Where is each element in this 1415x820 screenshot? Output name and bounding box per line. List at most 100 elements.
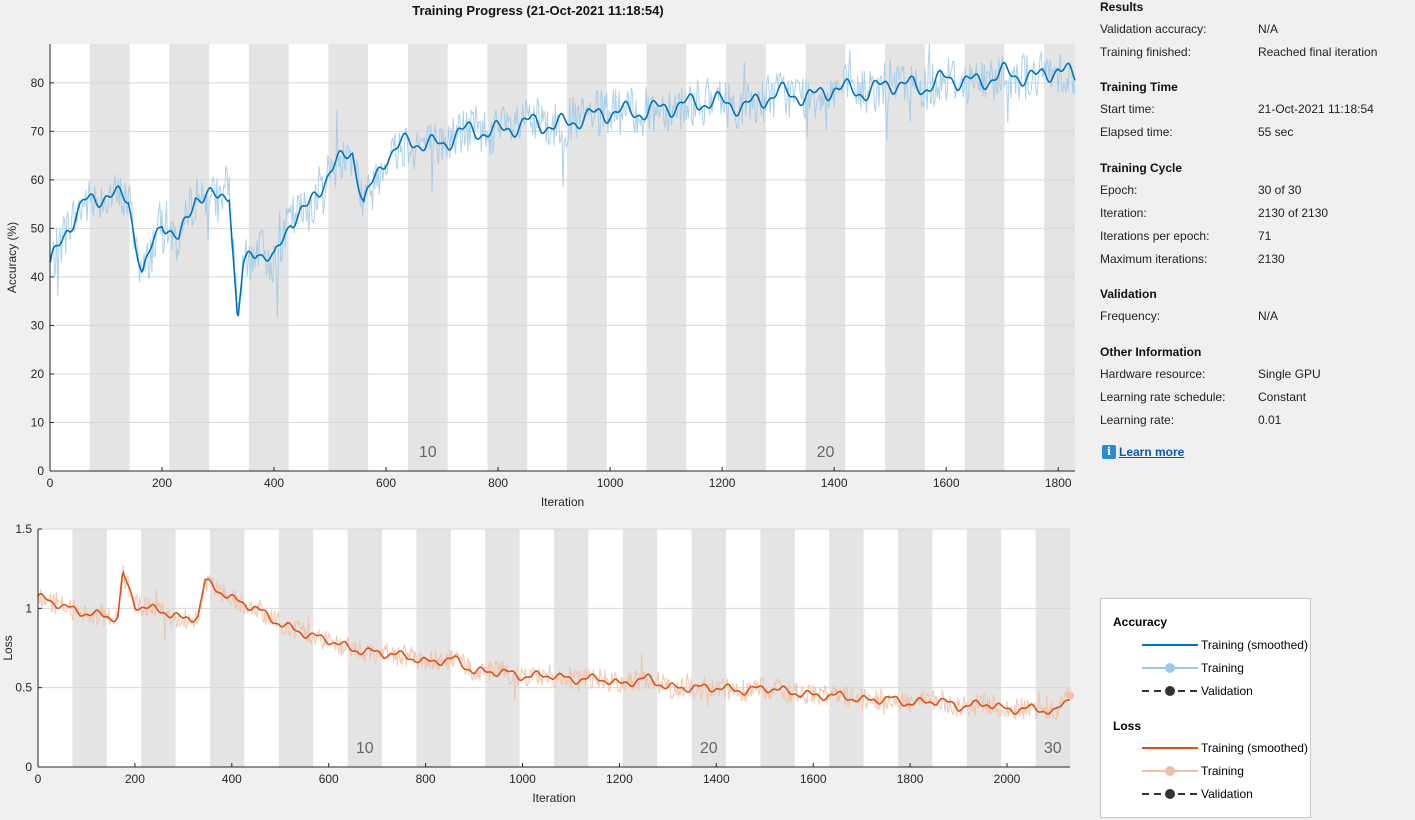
other-value: Constant [1258,390,1307,404]
legend-acc-training-swatch [1142,663,1198,673]
training-time-label: Elapsed time: [1100,125,1173,139]
x-tick-label: 1400 [821,476,848,490]
y-tick-label: 10 [31,415,45,429]
training-smoothed-line [49,61,1076,317]
training-cycle-label: Epoch: [1100,183,1138,197]
training-last-point [1066,691,1074,700]
y-tick-label: 30 [31,318,45,332]
results-value: Reached final iteration [1258,45,1378,59]
results-heading: Results [1100,0,1144,14]
y-tick-label: 40 [31,270,45,284]
plots-area: Training Progress (21-Oct-2021 11:18:54)… [1,3,1076,805]
x-tick-label: 1200 [606,772,633,786]
epoch-band [72,529,107,767]
x-tick-label: 1800 [1045,476,1072,490]
training-cycle-heading: Training Cycle [1100,161,1183,175]
training-time-value: 55 sec [1258,125,1294,139]
y-tick-label: 60 [31,173,45,187]
epoch-label: 10 [356,740,374,757]
legend-loss-training: Training [1201,764,1244,778]
learn-more-label[interactable]: Learn more [1119,444,1185,459]
info-icon: i [1102,444,1116,459]
results-value: N/A [1258,22,1279,36]
legend-acc-training: Training [1201,661,1244,675]
training-line [37,564,1071,721]
other-label: Hardware resource: [1100,367,1206,381]
learn-more-link[interactable]: i Learn more [1102,444,1184,459]
x-tick-label: 1600 [800,772,827,786]
training-cycle-label: Iterations per epoch: [1100,229,1210,243]
legend-acc-validation-swatch [1142,686,1198,696]
training-cycle-label: Iteration: [1100,206,1147,220]
training-cycle-value: 30 of 30 [1258,183,1302,197]
x-tick-label: 2000 [994,772,1021,786]
epoch-band [964,44,1005,471]
x-tick-label: 1200 [709,476,736,490]
y-tick-label: 0.5 [15,681,32,695]
epoch-band [829,529,864,767]
epoch-band [885,44,925,471]
y-axis-label: Loss [1,635,15,660]
epoch-band [487,44,528,471]
legend-acc-smoothed: Training (smoothed) [1201,638,1308,652]
x-tick-label: 600 [376,476,396,490]
epoch-label: 10 [419,444,437,461]
training-time-label: Start time: [1100,102,1155,116]
y-tick-label: 0 [25,760,32,774]
legend-acc-smoothed-swatch [1142,644,1198,646]
epoch-band [328,44,369,471]
training-cycle-value: 71 [1258,229,1272,243]
epoch-band [141,529,176,767]
x-tick-label: 1600 [933,476,960,490]
y-tick-label: 1.5 [15,522,32,536]
legend-accuracy-heading: Accuracy [1113,615,1168,629]
x-tick-label: 1000 [509,772,536,786]
epoch-band [210,529,245,767]
chart-title: Training Progress (21-Oct-2021 11:18:54) [412,3,663,18]
x-tick-label: 0 [35,772,42,786]
x-tick-label: 0 [47,476,54,490]
legend-acc-validation: Validation [1201,684,1253,698]
results-label: Training finished: [1100,45,1191,59]
training-cycle-value: 2130 of 2130 [1258,206,1329,220]
validation-heading: Validation [1100,287,1157,301]
epoch-band [485,529,520,767]
epoch-band [416,529,451,767]
y-tick-label: 0 [37,464,44,478]
validation-label: Frequency: [1100,309,1161,323]
x-tick-label: 200 [152,476,172,490]
training-time-value: 21-Oct-2021 11:18:54 [1258,102,1374,116]
x-tick-label: 800 [416,772,436,786]
y-axis-label: Accuracy (%) [5,222,19,293]
epoch-band [407,44,448,471]
legend-loss-smoothed: Training (smoothed) [1201,741,1308,755]
legend-loss-heading: Loss [1113,719,1142,733]
training-cycle-label: Maximum iterations: [1100,252,1208,266]
legend-loss-smoothed-swatch [1142,747,1198,749]
x-axis-label: Iteration [532,791,575,805]
x-tick-label: 1800 [897,772,924,786]
epoch-band [1044,44,1075,471]
y-tick-label: 20 [31,367,45,381]
epoch-band [760,529,795,767]
other-value: 0.01 [1258,413,1282,427]
epoch-band [89,44,130,471]
x-tick-label: 1400 [703,772,730,786]
epoch-label: 20 [700,740,718,757]
y-tick-label: 50 [31,221,45,235]
loss-chart: 0 0.5 1 1.5 0 200 400 600 800 1000 1200 1400 1600 180… [1,522,1074,805]
legend-loss-validation-swatch [1142,789,1198,799]
x-tick-label: 600 [319,772,339,786]
other-heading: Other Information [1100,345,1202,359]
epoch-band [554,529,589,767]
x-tick-label: 1000 [597,476,624,490]
legend-panel: Accuracy Training (smoothed) Training Va… [1100,598,1311,818]
epoch-band [622,529,658,767]
epoch-band [898,529,933,767]
epoch-band [966,529,1002,767]
epoch-band [169,44,210,471]
other-label: Learning rate: [1100,413,1175,427]
epoch-band [347,529,382,767]
results-label: Validation accuracy: [1100,22,1207,36]
